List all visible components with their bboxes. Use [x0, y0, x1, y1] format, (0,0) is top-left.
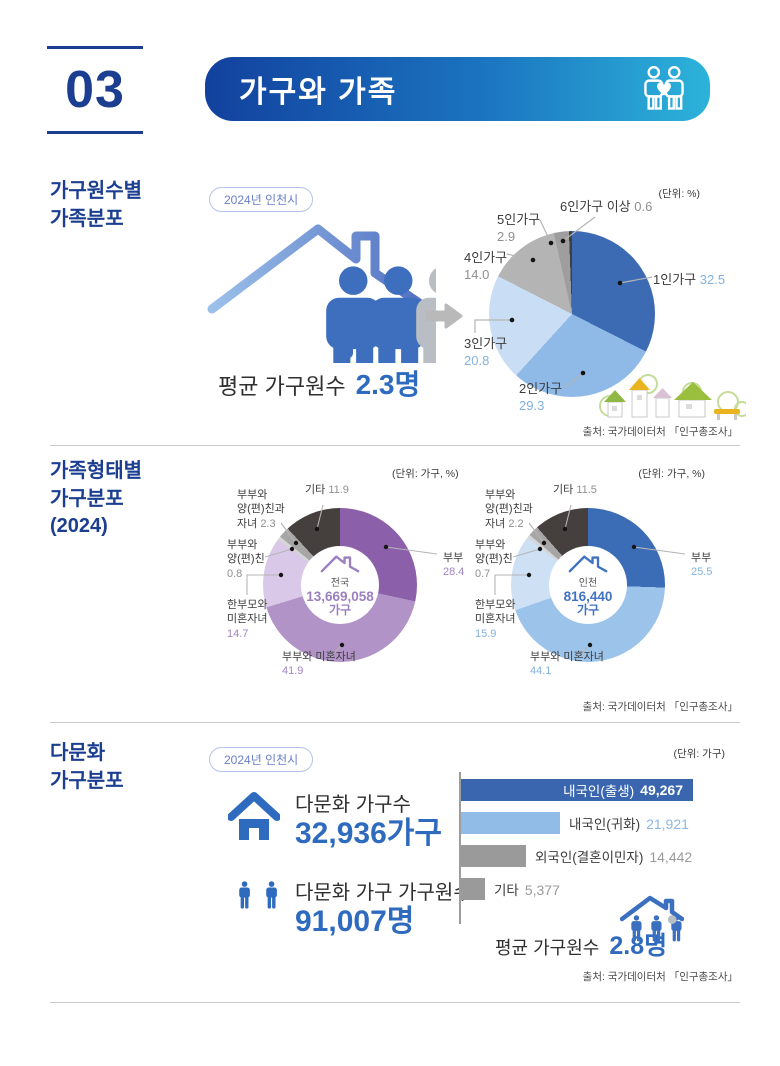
year-badge-1: 2024년 인천시: [209, 187, 314, 212]
header-banner: 가구와 가족: [205, 57, 710, 121]
avg-household-size: 평균 가구원수 2.3명: [218, 369, 421, 400]
bar-category-label: 기타: [494, 883, 519, 898]
family-type-donut-national: 전국 13,669,058 가구: [263, 508, 417, 662]
donut2-label-couple-child: 부부와 미혼자녀 44.1: [530, 651, 604, 678]
section-title-household-size: 가구원수별 가족분포: [50, 180, 142, 230]
donut-center-national: 전국 13,669,058 가구: [301, 546, 379, 624]
donut2-label-other: 기타 11.5: [553, 484, 597, 496]
bar-row: 내국인(귀화) 21,921: [461, 812, 761, 834]
bar-value-label: 21,921: [646, 816, 689, 832]
page-title: 가구와 가족: [239, 76, 398, 109]
chapter-number: 03: [65, 61, 125, 119]
donut2-label-couple-parents-child: 부부와 양(편)친과 자녀 2.2: [485, 489, 533, 530]
donut2-label-couple: 부부 25.5: [691, 552, 713, 579]
donut1-label-couple-parents-child: 부부와 양(편)친과 자녀 2.3: [237, 489, 285, 530]
section-title-family-type: 가족형태별 가구분포 (2024): [50, 460, 142, 538]
bar-chart-axis: [459, 772, 461, 924]
multicultural-members-stat: 다문화 가구 가구원수 91,007명: [295, 882, 472, 938]
multicultural-bar-chart: 내국인(출생) 49,267 내국인(귀화) 21,921 외국인(결혼이민자) 14,4…: [461, 779, 761, 911]
village-illustration: [596, 362, 746, 424]
bar-value-label: 49,267: [640, 782, 683, 798]
donut-incheon-leader-lines: [494, 504, 686, 659]
source-note-2: 출처: 국가데이터처 「인구총조사」: [582, 701, 738, 713]
arrow-right-icon: [424, 300, 464, 332]
house-icon: [228, 792, 280, 842]
bar-value-label: 14,442: [649, 849, 693, 865]
household-size-pie-chart: [489, 231, 655, 397]
roof-icon: [207, 224, 433, 314]
bar-outside-label: 내국인(귀화) 21,921: [569, 813, 689, 833]
donut2-label-couple-parents: 부부와 양(편)친 0.7: [475, 539, 513, 580]
unit-label-bar: (단위: 가구): [673, 748, 725, 760]
people-icon: [228, 880, 284, 934]
donut1-label-single-parent: 한부모와 미혼자녀 14.7: [227, 599, 268, 640]
source-note-3: 출처: 국가데이터처 「인구총조사」: [582, 971, 738, 983]
unit-label-pie: (단위: %): [658, 188, 700, 200]
unit-label-donut-national: (단위: 가구, %): [392, 468, 459, 480]
pie-label-4: 4인가구 14.0: [464, 250, 508, 282]
bar-row: 내국인(출생) 49,267: [461, 779, 761, 801]
bar-outside-label: 기타 5,377: [494, 879, 560, 899]
pie-label-2: 2인가구 29.3: [519, 381, 563, 413]
bar-0: 내국인(출생) 49,267: [461, 779, 693, 801]
pie-label-6plus: 6인가구 이상 0.6: [560, 199, 653, 214]
section-title-multicultural: 다문화 가구분포: [50, 742, 124, 792]
family-heart-icon: [638, 64, 690, 114]
unit-label-donut-incheon: (단위: 가구, %): [638, 468, 705, 480]
bar-row: 기타 5,377: [461, 878, 761, 900]
bar-row: 외국인(결혼이민자) 14,442: [461, 845, 761, 867]
house-family-mini-icon: [620, 893, 684, 957]
donut1-label-couple-parents: 부부와 양(편)친 0.8: [227, 539, 265, 580]
chapter-number-block: 03: [47, 46, 143, 134]
roof-icon: [320, 555, 360, 573]
donut2-label-single-parent: 한부모와 미혼자녀 15.9: [475, 599, 516, 640]
pie-label-5: 5인가구 2.9: [497, 212, 541, 244]
section-divider-2: [50, 722, 740, 723]
donut-national-leader-lines: [246, 504, 438, 659]
donut1-label-couple: 부부 28.4: [443, 552, 465, 579]
bar-category-label: 내국인(귀화): [569, 817, 641, 832]
bar-3: [461, 878, 485, 900]
pie-label-3: 3인가구 20.8: [464, 336, 508, 368]
donut1-label-other: 기타 11.9: [305, 484, 349, 496]
house-family-illustration: [206, 213, 436, 363]
roof-icon: [568, 555, 608, 573]
bar-outside-label: 외국인(결혼이민자) 14,442: [535, 846, 692, 866]
donut1-label-couple-child: 부부와 미혼자녀 41.9: [282, 651, 356, 678]
year-badge-2: 2024년 인천시: [209, 747, 314, 772]
bar-category-label: 내국인(출생): [563, 784, 635, 799]
section-divider-3: [50, 1002, 740, 1003]
pie-label-1: 1인가구 32.5: [653, 272, 726, 287]
bar-category-label: 외국인(결혼이민자): [535, 850, 644, 865]
section-divider-1: [50, 445, 740, 446]
bar-1: [461, 812, 560, 834]
bar-value-label: 5,377: [524, 882, 560, 898]
pie-leader-lines: [474, 216, 653, 389]
source-note-1: 출처: 국가데이터처 「인구총조사」: [582, 426, 738, 438]
multicultural-households-stat: 다문화 가구수 32,936가구: [295, 794, 442, 850]
bar-2: [461, 845, 526, 867]
donut-center-incheon: 인천 816,440 가구: [549, 546, 627, 624]
